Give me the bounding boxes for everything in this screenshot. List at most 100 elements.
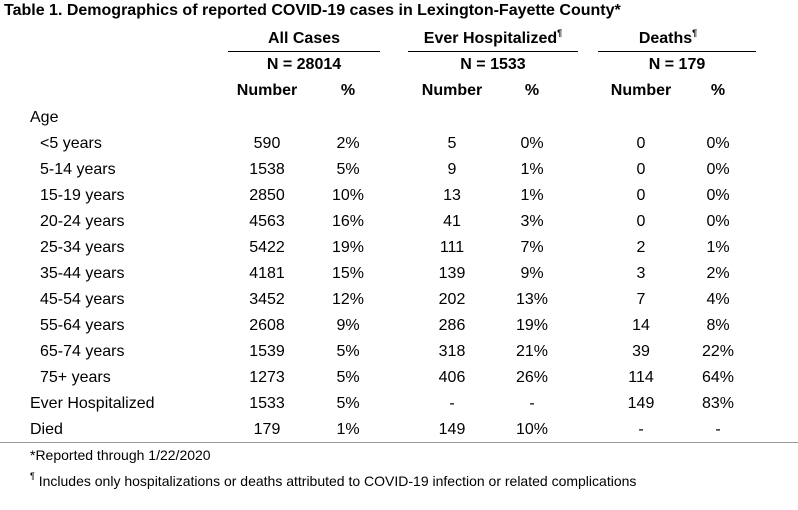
cell-hospitalized-number: 9 xyxy=(447,161,457,178)
cell-hospitalized-pct: 13% xyxy=(515,291,549,308)
cell-cases-number: 2608 xyxy=(249,317,285,334)
n-deaths: N = 179 xyxy=(648,56,706,73)
subheader-pct: % xyxy=(340,82,356,99)
cell-cases-number: 1538 xyxy=(249,161,285,178)
subheader-pct: % xyxy=(524,82,540,99)
cell-hospitalized-number: 406 xyxy=(438,369,466,386)
n-ever-hospitalized: N = 1533 xyxy=(460,56,526,73)
group-header-ever-hospitalized: Ever Hospitalized¶ xyxy=(423,28,563,47)
cell-hospitalized-number: - xyxy=(449,395,455,412)
subheader-number: Number xyxy=(236,82,298,99)
cell-cases-pct: 1% xyxy=(336,421,360,438)
cell-hospitalized-pct: 9% xyxy=(520,265,544,282)
row-label: 75+ years xyxy=(40,369,111,386)
cell-deaths-number: 3 xyxy=(636,265,646,282)
footnote-reported-through: *Reported through 1/22/2020 xyxy=(30,447,211,463)
row-label: Ever Hospitalized xyxy=(30,395,155,412)
cell-cases-number: 4181 xyxy=(249,265,285,282)
cell-deaths-number: 14 xyxy=(632,317,650,334)
cell-cases-pct: 5% xyxy=(336,343,360,360)
cell-hospitalized-pct: 10% xyxy=(515,421,549,438)
cell-deaths-pct: 64% xyxy=(701,369,735,386)
subheader-pct: % xyxy=(710,82,726,99)
cell-cases-number: 1539 xyxy=(249,343,285,360)
row-label: 20-24 years xyxy=(40,213,125,230)
cell-hospitalized-number: 318 xyxy=(438,343,466,360)
group-header-all-cases: All Cases xyxy=(267,30,341,47)
cell-cases-pct: 12% xyxy=(331,291,365,308)
group-rule-all-cases xyxy=(228,51,380,52)
section-label-age: Age xyxy=(30,109,59,126)
row-label: 25-34 years xyxy=(40,239,125,256)
cell-cases-number: 2850 xyxy=(249,187,285,204)
cell-hospitalized-number: 139 xyxy=(438,265,466,282)
cell-hospitalized-number: 149 xyxy=(438,421,466,438)
footnote-includes-only: ¶ Includes only hospitalizations or deat… xyxy=(30,471,637,489)
cell-hospitalized-pct: 19% xyxy=(515,317,549,334)
cell-hospitalized-number: 202 xyxy=(438,291,466,308)
cell-deaths-number: - xyxy=(638,421,644,438)
cell-cases-pct: 9% xyxy=(336,317,360,334)
cell-cases-pct: 5% xyxy=(336,395,360,412)
cell-deaths-number: 2 xyxy=(636,239,646,256)
cell-hospitalized-number: 13 xyxy=(443,187,461,204)
cell-cases-number: 1273 xyxy=(249,369,285,386)
cell-hospitalized-pct: 1% xyxy=(520,187,544,204)
cell-deaths-number: 39 xyxy=(632,343,650,360)
row-label: 45-54 years xyxy=(40,291,125,308)
cell-deaths-number: 149 xyxy=(627,395,655,412)
cell-deaths-number: 0 xyxy=(636,187,646,204)
cell-hospitalized-pct: 7% xyxy=(520,239,544,256)
cell-cases-number: 590 xyxy=(253,135,281,152)
cell-deaths-number: 114 xyxy=(628,369,654,386)
cell-cases-pct: 5% xyxy=(336,369,360,386)
cell-deaths-pct: 0% xyxy=(706,213,730,230)
table-title: Table 1. Demographics of reported COVID-… xyxy=(4,2,621,19)
cell-cases-number: 3452 xyxy=(249,291,285,308)
row-label: 15-19 years xyxy=(40,187,125,204)
row-label: 35-44 years xyxy=(40,265,125,282)
cell-hospitalized-pct: 0% xyxy=(520,135,544,152)
subheader-number: Number xyxy=(610,82,672,99)
row-label: Died xyxy=(30,421,63,438)
group-rule-ever-hospitalized xyxy=(408,51,578,52)
subheader-number: Number xyxy=(421,82,483,99)
cell-cases-pct: 16% xyxy=(331,213,365,230)
cell-cases-number: 179 xyxy=(253,421,281,438)
table-bottom-rule xyxy=(0,442,798,443)
cell-deaths-pct: 4% xyxy=(706,291,730,308)
cell-cases-pct: 10% xyxy=(331,187,365,204)
cell-cases-number: 1533 xyxy=(249,395,285,412)
row-label: 55-64 years xyxy=(40,317,125,334)
cell-deaths-pct: 1% xyxy=(706,239,730,256)
row-label: 5-14 years xyxy=(40,161,116,178)
cell-deaths-pct: - xyxy=(715,421,721,438)
cell-cases-pct: 19% xyxy=(331,239,365,256)
cell-deaths-pct: 8% xyxy=(706,317,730,334)
cell-cases-pct: 2% xyxy=(336,135,360,152)
cell-deaths-pct: 2% xyxy=(706,265,730,282)
cell-hospitalized-pct: - xyxy=(529,395,535,412)
cell-cases-pct: 5% xyxy=(336,161,360,178)
cell-cases-pct: 15% xyxy=(331,265,365,282)
n-all-cases: N = 28014 xyxy=(266,56,342,73)
group-header-deaths: Deaths¶ xyxy=(638,28,698,47)
cell-hospitalized-number: 286 xyxy=(438,317,466,334)
cell-hospitalized-number: 111 xyxy=(439,239,465,256)
cell-hospitalized-pct: 3% xyxy=(520,213,544,230)
cell-deaths-number: 7 xyxy=(636,291,646,308)
cell-deaths-pct: 0% xyxy=(706,187,730,204)
cell-hospitalized-pct: 21% xyxy=(515,343,549,360)
group-rule-deaths xyxy=(598,51,756,52)
row-label: <5 years xyxy=(40,135,102,152)
cell-hospitalized-number: 5 xyxy=(447,135,457,152)
cell-deaths-number: 0 xyxy=(636,161,646,178)
cell-cases-number: 5422 xyxy=(249,239,285,256)
cell-deaths-pct: 0% xyxy=(706,135,730,152)
cell-deaths-pct: 22% xyxy=(701,343,735,360)
cell-hospitalized-number: 41 xyxy=(443,213,461,230)
cell-hospitalized-pct: 1% xyxy=(520,161,544,178)
row-label: 65-74 years xyxy=(40,343,125,360)
cell-cases-number: 4563 xyxy=(249,213,285,230)
cell-hospitalized-pct: 26% xyxy=(515,369,549,386)
